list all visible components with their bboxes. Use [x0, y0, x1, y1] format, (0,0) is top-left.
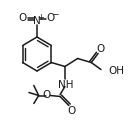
- Text: O: O: [97, 44, 105, 53]
- Text: O: O: [18, 13, 26, 23]
- Text: N: N: [33, 16, 41, 26]
- Text: NH: NH: [58, 79, 74, 89]
- Text: O: O: [42, 89, 51, 100]
- Text: OH: OH: [109, 67, 125, 77]
- Text: +: +: [37, 13, 44, 22]
- Text: −: −: [51, 10, 59, 18]
- Text: O: O: [68, 105, 76, 116]
- Text: O: O: [46, 13, 55, 23]
